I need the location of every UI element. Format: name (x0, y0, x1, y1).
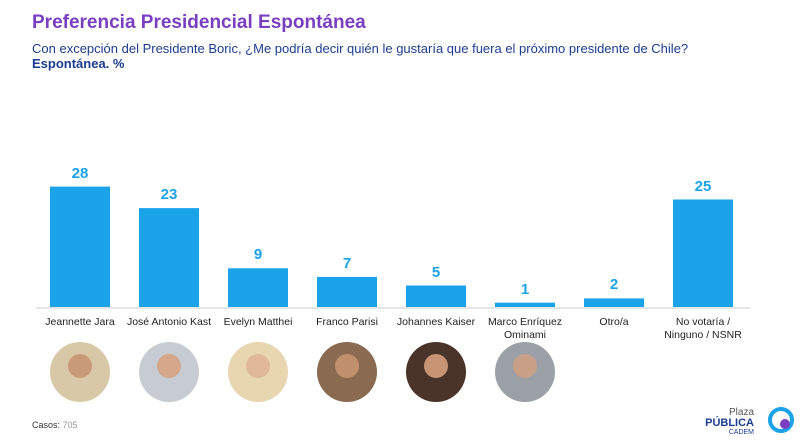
logo-line: PÚBLICA (705, 417, 754, 429)
category-label: Marco Enríquez Ominami (487, 316, 563, 341)
logo-ring (768, 407, 794, 433)
bar (50, 186, 110, 307)
photo-face (424, 354, 448, 378)
photo-face (246, 354, 270, 378)
category-label: Johannes Kaiser (396, 316, 476, 328)
cases-value: 705 (62, 420, 78, 430)
category-label: Evelyn Matthei (223, 316, 293, 328)
category-label: Otro/a (599, 316, 629, 328)
logo-line: CADEM (728, 429, 754, 436)
value-label: 25 (694, 177, 712, 195)
category-label: Franco Parisi (316, 316, 378, 328)
bar (228, 268, 288, 307)
photo-face (157, 354, 181, 378)
logo-line: Plaza (728, 407, 754, 418)
photo-face (68, 354, 92, 378)
value-label: 5 (431, 263, 441, 281)
bar (584, 298, 644, 307)
bar (495, 302, 555, 307)
chart-subtitle: Con excepción del Presidente Boric, ¿Me … (32, 41, 689, 56)
bar (317, 276, 377, 307)
bar (406, 285, 466, 307)
value-label: 9 (253, 246, 263, 264)
photo-face (335, 354, 359, 378)
footer: Casos: 705 (32, 420, 78, 430)
bar (673, 199, 733, 307)
measure-label: Espontánea. % (32, 56, 125, 71)
logo: Plaza PÚBLICA CADEM (705, 408, 754, 438)
value-label: 23 (160, 186, 178, 204)
logo-dot (780, 419, 790, 429)
category-label: Jeannette Jara (45, 316, 115, 328)
chart-title: Preferencia Presidencial Espontánea (32, 12, 366, 33)
value-label: 1 (520, 280, 530, 298)
value-label: 7 (342, 254, 352, 272)
category-label: José Antonio Kast (126, 316, 212, 328)
value-label: 2 (609, 276, 619, 294)
bar (139, 208, 199, 307)
photo-face (513, 354, 537, 378)
cases-label: Casos: (32, 420, 61, 430)
value-label: 28 (71, 164, 89, 182)
logo-mark (768, 407, 794, 433)
photos (50, 342, 555, 402)
category-label: No votaría / Ninguno / NSNR (664, 316, 742, 341)
